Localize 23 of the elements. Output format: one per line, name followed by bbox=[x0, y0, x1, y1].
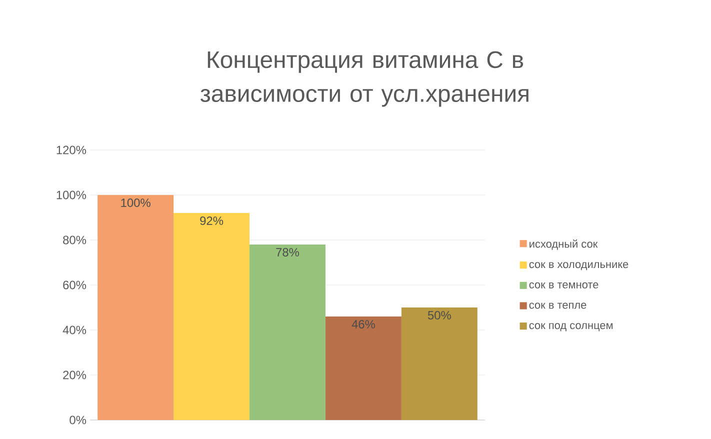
y-tick-label: 0% bbox=[70, 416, 86, 424]
bar bbox=[174, 212, 250, 420]
text: 92% bbox=[200, 216, 224, 225]
text: 100% bbox=[121, 198, 150, 207]
y-tick-label: 100% bbox=[56, 190, 86, 200]
chart-title: Концентрация витамина C в зависимости от усл.хранения bbox=[200, 51, 528, 107]
legend-label: сок под солнцем bbox=[529, 323, 613, 332]
bar bbox=[325, 316, 402, 420]
y-tick-label: 80% bbox=[63, 236, 86, 244]
y-tick-label: 60% bbox=[63, 280, 86, 290]
text: 50% bbox=[428, 311, 451, 320]
bar bbox=[401, 308, 478, 420]
bar bbox=[250, 244, 326, 420]
y-tick-label: 120% bbox=[56, 146, 86, 154]
y-tick-label: 20% bbox=[63, 370, 86, 380]
text: 78% bbox=[276, 248, 300, 256]
legend-label: сок в холодильнике bbox=[529, 262, 628, 270]
legend-label: сок в темноте bbox=[529, 282, 598, 288]
legend-label: сок в тепле bbox=[529, 302, 586, 309]
legend-label: исходный сок bbox=[530, 240, 598, 250]
text: 46% bbox=[352, 320, 375, 328]
y-tick-label: 40% bbox=[62, 326, 86, 334]
bar bbox=[98, 194, 174, 420]
